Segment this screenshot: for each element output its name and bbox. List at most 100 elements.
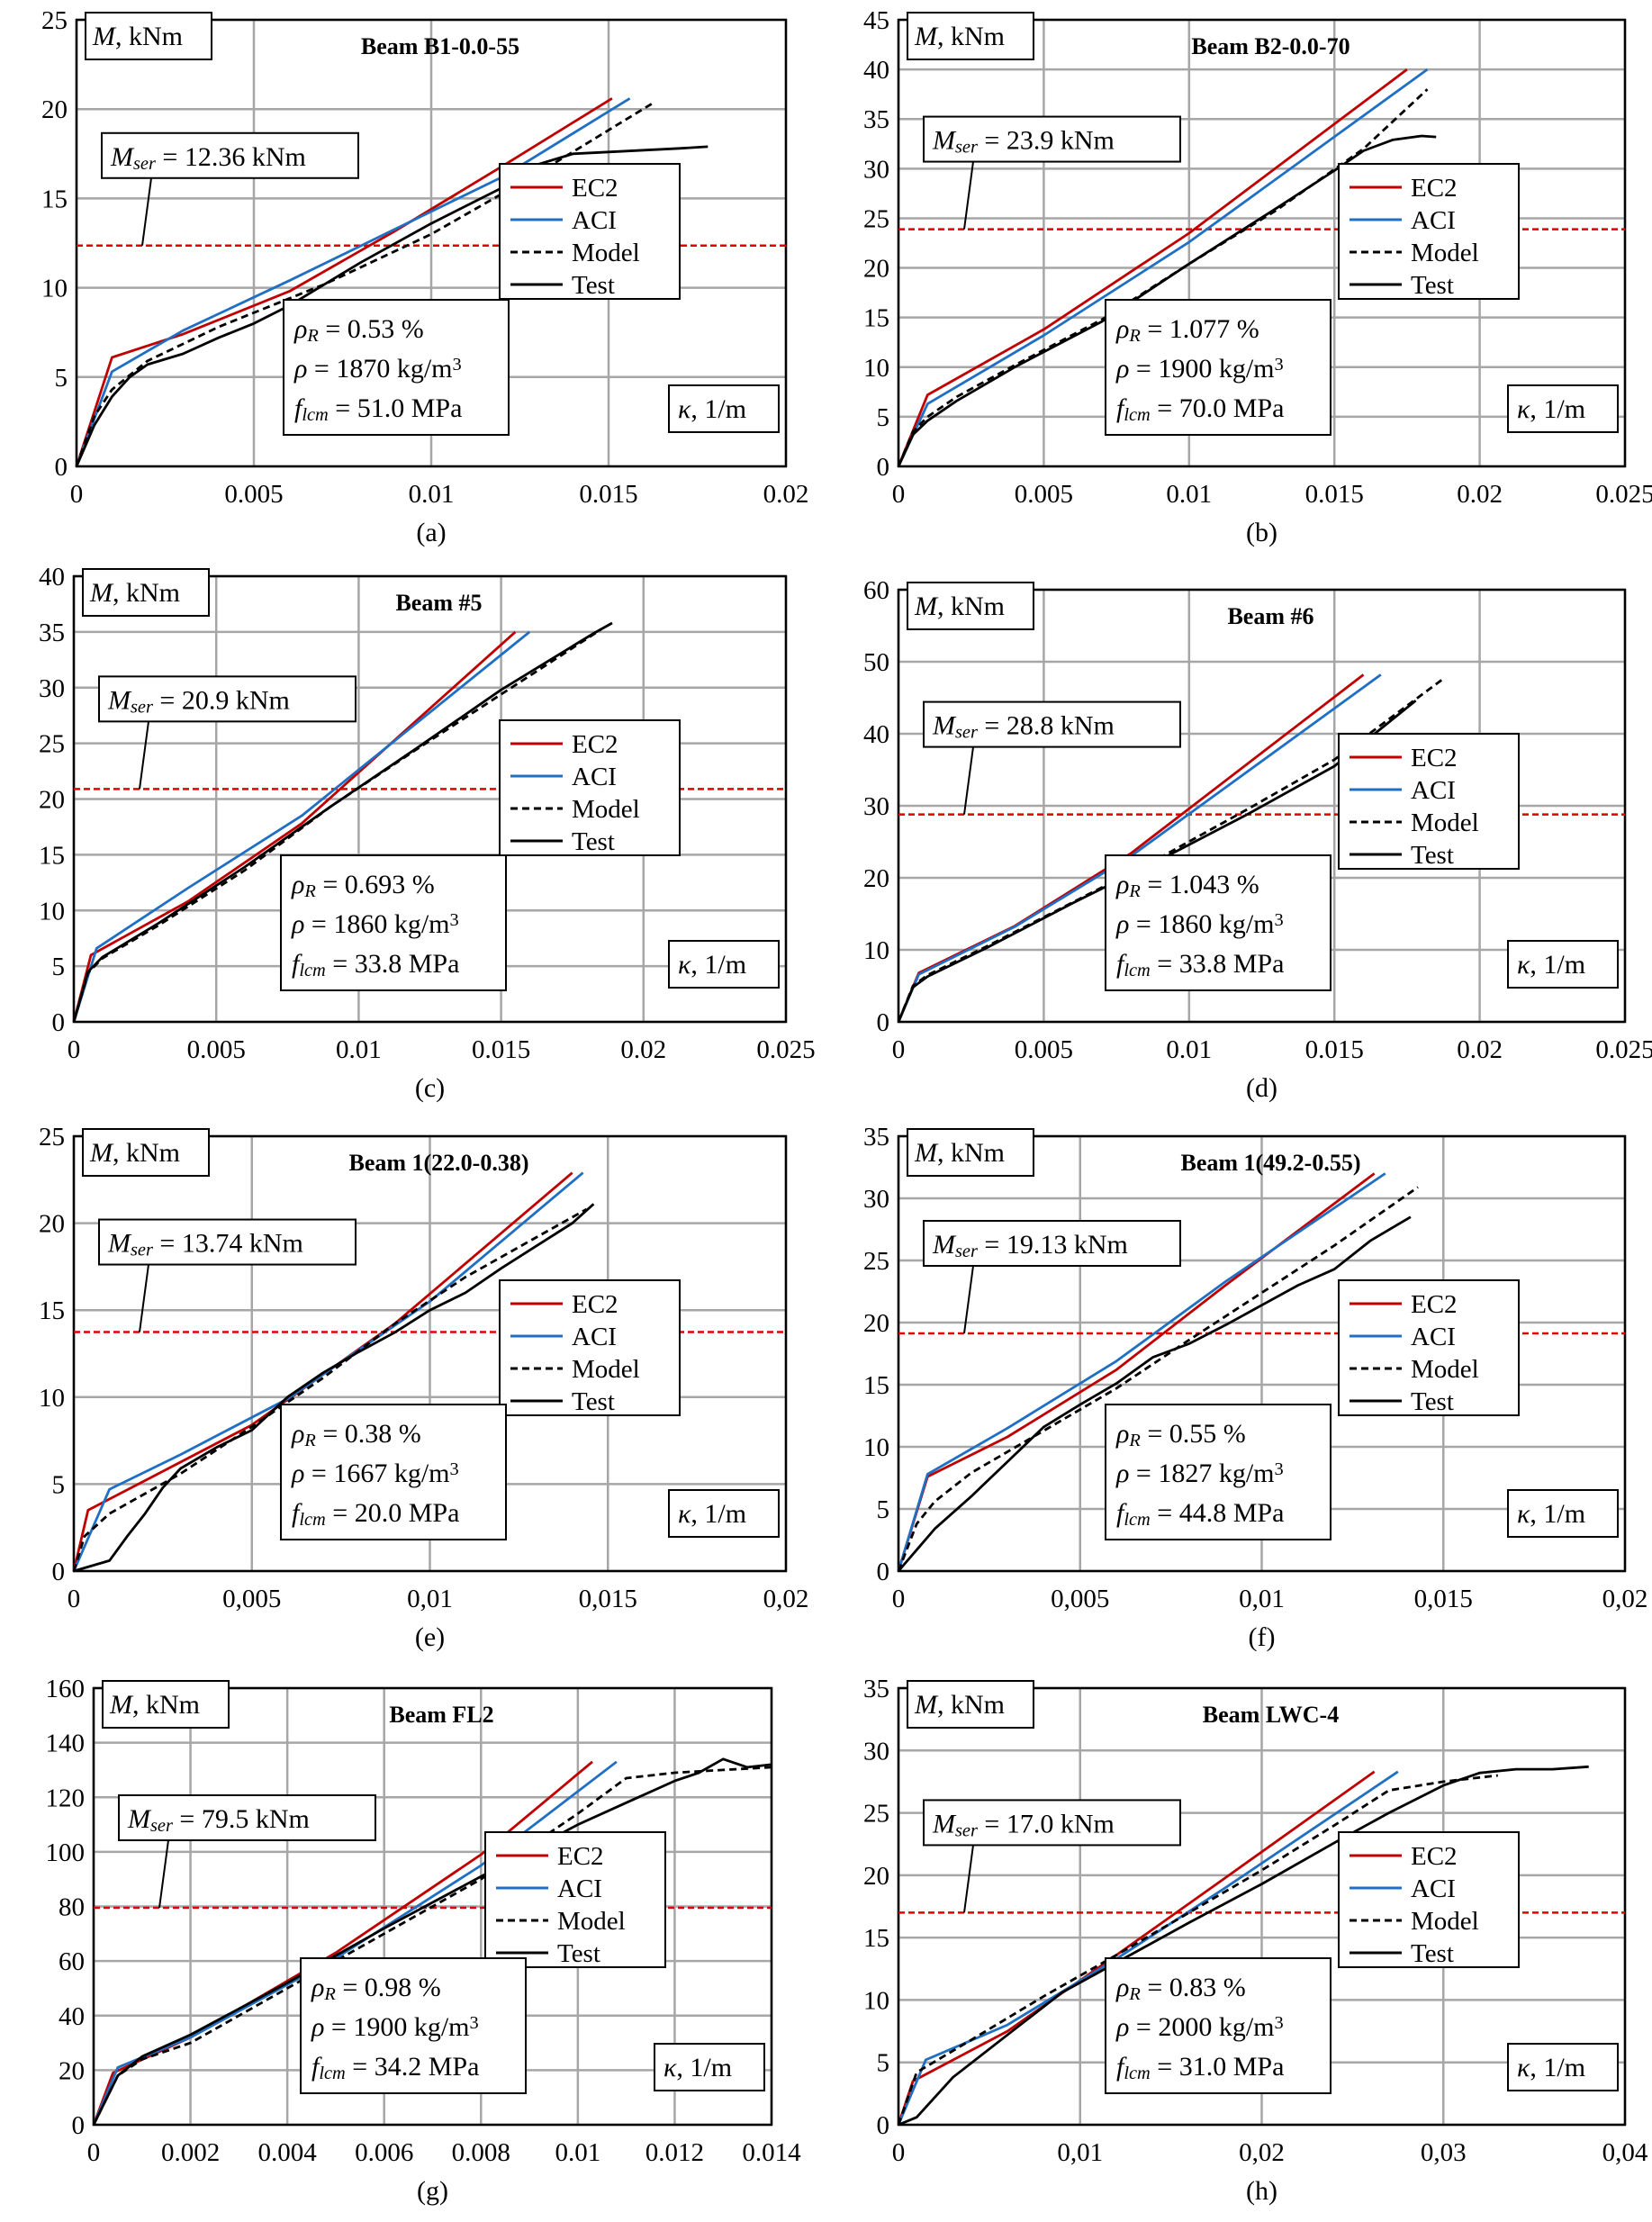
y-tick-label: 5: [55, 364, 68, 393]
reinforcement-ratio-text-part: = 1.077 %: [1141, 314, 1259, 344]
density-text-part: = 1827 kg/m: [1129, 1459, 1274, 1488]
y-tick-label: 35: [863, 1675, 889, 1703]
y-tick-label: 25: [863, 204, 889, 233]
y-tick-label: 80: [59, 1893, 85, 1922]
y-tick-label: 15: [863, 1924, 889, 1953]
y-tick-label: 60: [863, 576, 889, 605]
legend-label-aci: ACI: [572, 1323, 617, 1351]
legend-label-test: Test: [1411, 1939, 1454, 1968]
y-tick-label: 160: [46, 1675, 86, 1703]
y-tick-label: 5: [52, 1470, 66, 1499]
reinforcement-ratio-text: ρR = 1.043 %: [1115, 870, 1259, 901]
x-axis-label-part: , 1/m: [691, 1499, 746, 1529]
x-tick-label: 0.015: [472, 1035, 530, 1064]
mser-callout-text-part: ser: [955, 138, 978, 158]
mser-callout-text: Mser = 23.9 kNm: [932, 126, 1115, 158]
reinforcement-ratio-text-part: ρ: [311, 1973, 324, 2002]
y-axis-label-part: M: [92, 22, 117, 51]
concrete-strength-text-part: = 33.8 MPa: [326, 949, 460, 979]
concrete-strength-text-part: lcm: [1124, 2064, 1150, 2083]
mser-callout-text-part: ser: [955, 1821, 978, 1841]
x-tick-label: 0.006: [355, 2138, 413, 2167]
y-axis-label-box: [907, 12, 1034, 60]
x-axis-label-part: κ: [1517, 2053, 1530, 2082]
concrete-strength-text-part: lcm: [302, 405, 328, 425]
properties-box: [300, 1957, 527, 2094]
y-tick-label: 60: [59, 1947, 85, 1976]
x-axis-label-part: κ: [678, 394, 691, 424]
mser-callout-text: Mser = 17.0 kNm: [932, 1809, 1115, 1840]
x-tick-label: 0.005: [224, 480, 283, 509]
y-axis-label: M, kNm: [89, 1138, 180, 1168]
series-line-model: [897, 1774, 1498, 2126]
y-tick-label: 30: [863, 155, 889, 184]
x-tick-label: 0.002: [161, 2138, 220, 2167]
y-axis-label-box: [82, 568, 210, 617]
mser-callout-box: [923, 700, 1181, 748]
reinforcement-ratio-text-part: ρ: [291, 1419, 304, 1449]
concrete-strength-text: flcm = 51.0 MPa: [294, 393, 462, 425]
panel-label: (h): [1246, 2176, 1277, 2206]
x-tick-label: 0.025: [756, 1035, 815, 1064]
x-tick-label: 0: [68, 1585, 81, 1613]
y-axis-label: M, kNm: [914, 592, 1005, 621]
legend-label-model: Model: [572, 239, 640, 267]
x-tick-label: 0.025: [1595, 1035, 1652, 1064]
concrete-strength-text-part: = 51.0 MPa: [329, 393, 463, 423]
density-text-part: 3: [1275, 910, 1284, 930]
concrete-strength-text-part: lcm: [299, 961, 325, 980]
reinforcement-ratio-text-part: R: [306, 326, 319, 346]
mser-callout-box: [923, 1220, 1181, 1268]
x-axis-label-part: , 1/m: [1530, 394, 1585, 424]
legend-label-test: Test: [1411, 841, 1454, 870]
density-text: ρ = 1860 kg/m3: [291, 909, 459, 939]
mser-callout-text-part: = 20.9 kNm: [153, 685, 290, 715]
legend-label-test: Test: [557, 1939, 600, 1968]
x-tick-label: 0,02: [763, 1585, 809, 1613]
reinforcement-ratio-text-part: R: [323, 1984, 336, 2004]
density-text-part: ρ: [291, 1459, 304, 1488]
legend-label-test: Test: [1411, 1387, 1454, 1416]
x-tick-label: 0,04: [1602, 2138, 1648, 2167]
properties-box: [1105, 1957, 1332, 2094]
x-tick-label: 0,02: [1239, 2138, 1285, 2167]
y-tick-label: 30: [39, 674, 65, 703]
mser-callout-text-part: M: [127, 1804, 152, 1834]
x-axis-label-part: κ: [678, 950, 691, 980]
y-tick-label: 20: [41, 95, 68, 124]
legend-label-model: Model: [1411, 1355, 1479, 1384]
density-text-part: ρ: [1115, 2012, 1129, 2042]
x-tick-label: 0,015: [1414, 1585, 1473, 1613]
y-tick-label: 0: [877, 1558, 890, 1586]
concrete-strength-text-part: lcm: [299, 1510, 325, 1530]
density-text: ρ = 1827 kg/m3: [1115, 1459, 1284, 1488]
x-tick-label: 0.01: [1166, 1035, 1212, 1064]
x-tick-label: 0: [892, 480, 906, 509]
x-tick-label: 0.008: [452, 2138, 510, 2167]
y-axis-label-box: [102, 1680, 230, 1729]
series-line-test: [73, 1203, 595, 1573]
y-tick-label: 0: [877, 1008, 890, 1037]
series-line-model: [72, 628, 602, 1023]
y-axis-label-box: [907, 582, 1034, 630]
legend-label-test: Test: [572, 827, 615, 856]
mser-leader-line: [141, 177, 152, 246]
x-tick-label: 0.01: [409, 480, 455, 509]
x-axis-label-box: [1507, 940, 1619, 989]
x-tick-label: 0.012: [645, 2138, 704, 2167]
x-tick-label: 0,03: [1421, 2138, 1467, 2167]
y-tick-label: 20: [863, 1309, 889, 1338]
series-line-ec2: [72, 1171, 573, 1572]
reinforcement-ratio-text-part: = 0.693 %: [316, 870, 435, 899]
concrete-strength-text-part: = 34.2 MPa: [346, 2052, 480, 2082]
reinforcement-ratio-text: ρR = 1.077 %: [1115, 314, 1259, 346]
y-tick-label: 15: [863, 304, 889, 333]
x-tick-label: 0.005: [1015, 480, 1073, 509]
y-axis-label-part: , kNm: [937, 22, 1005, 51]
y-tick-label: 5: [877, 1495, 890, 1524]
mser-callout-text-part: = 23.9 kNm: [978, 126, 1115, 156]
series-line-test: [898, 1765, 1589, 2127]
reinforcement-ratio-text-part: ρ: [1115, 1973, 1129, 2002]
x-axis-label-part: , 1/m: [691, 394, 746, 424]
x-tick-label: 0.01: [1166, 480, 1212, 509]
